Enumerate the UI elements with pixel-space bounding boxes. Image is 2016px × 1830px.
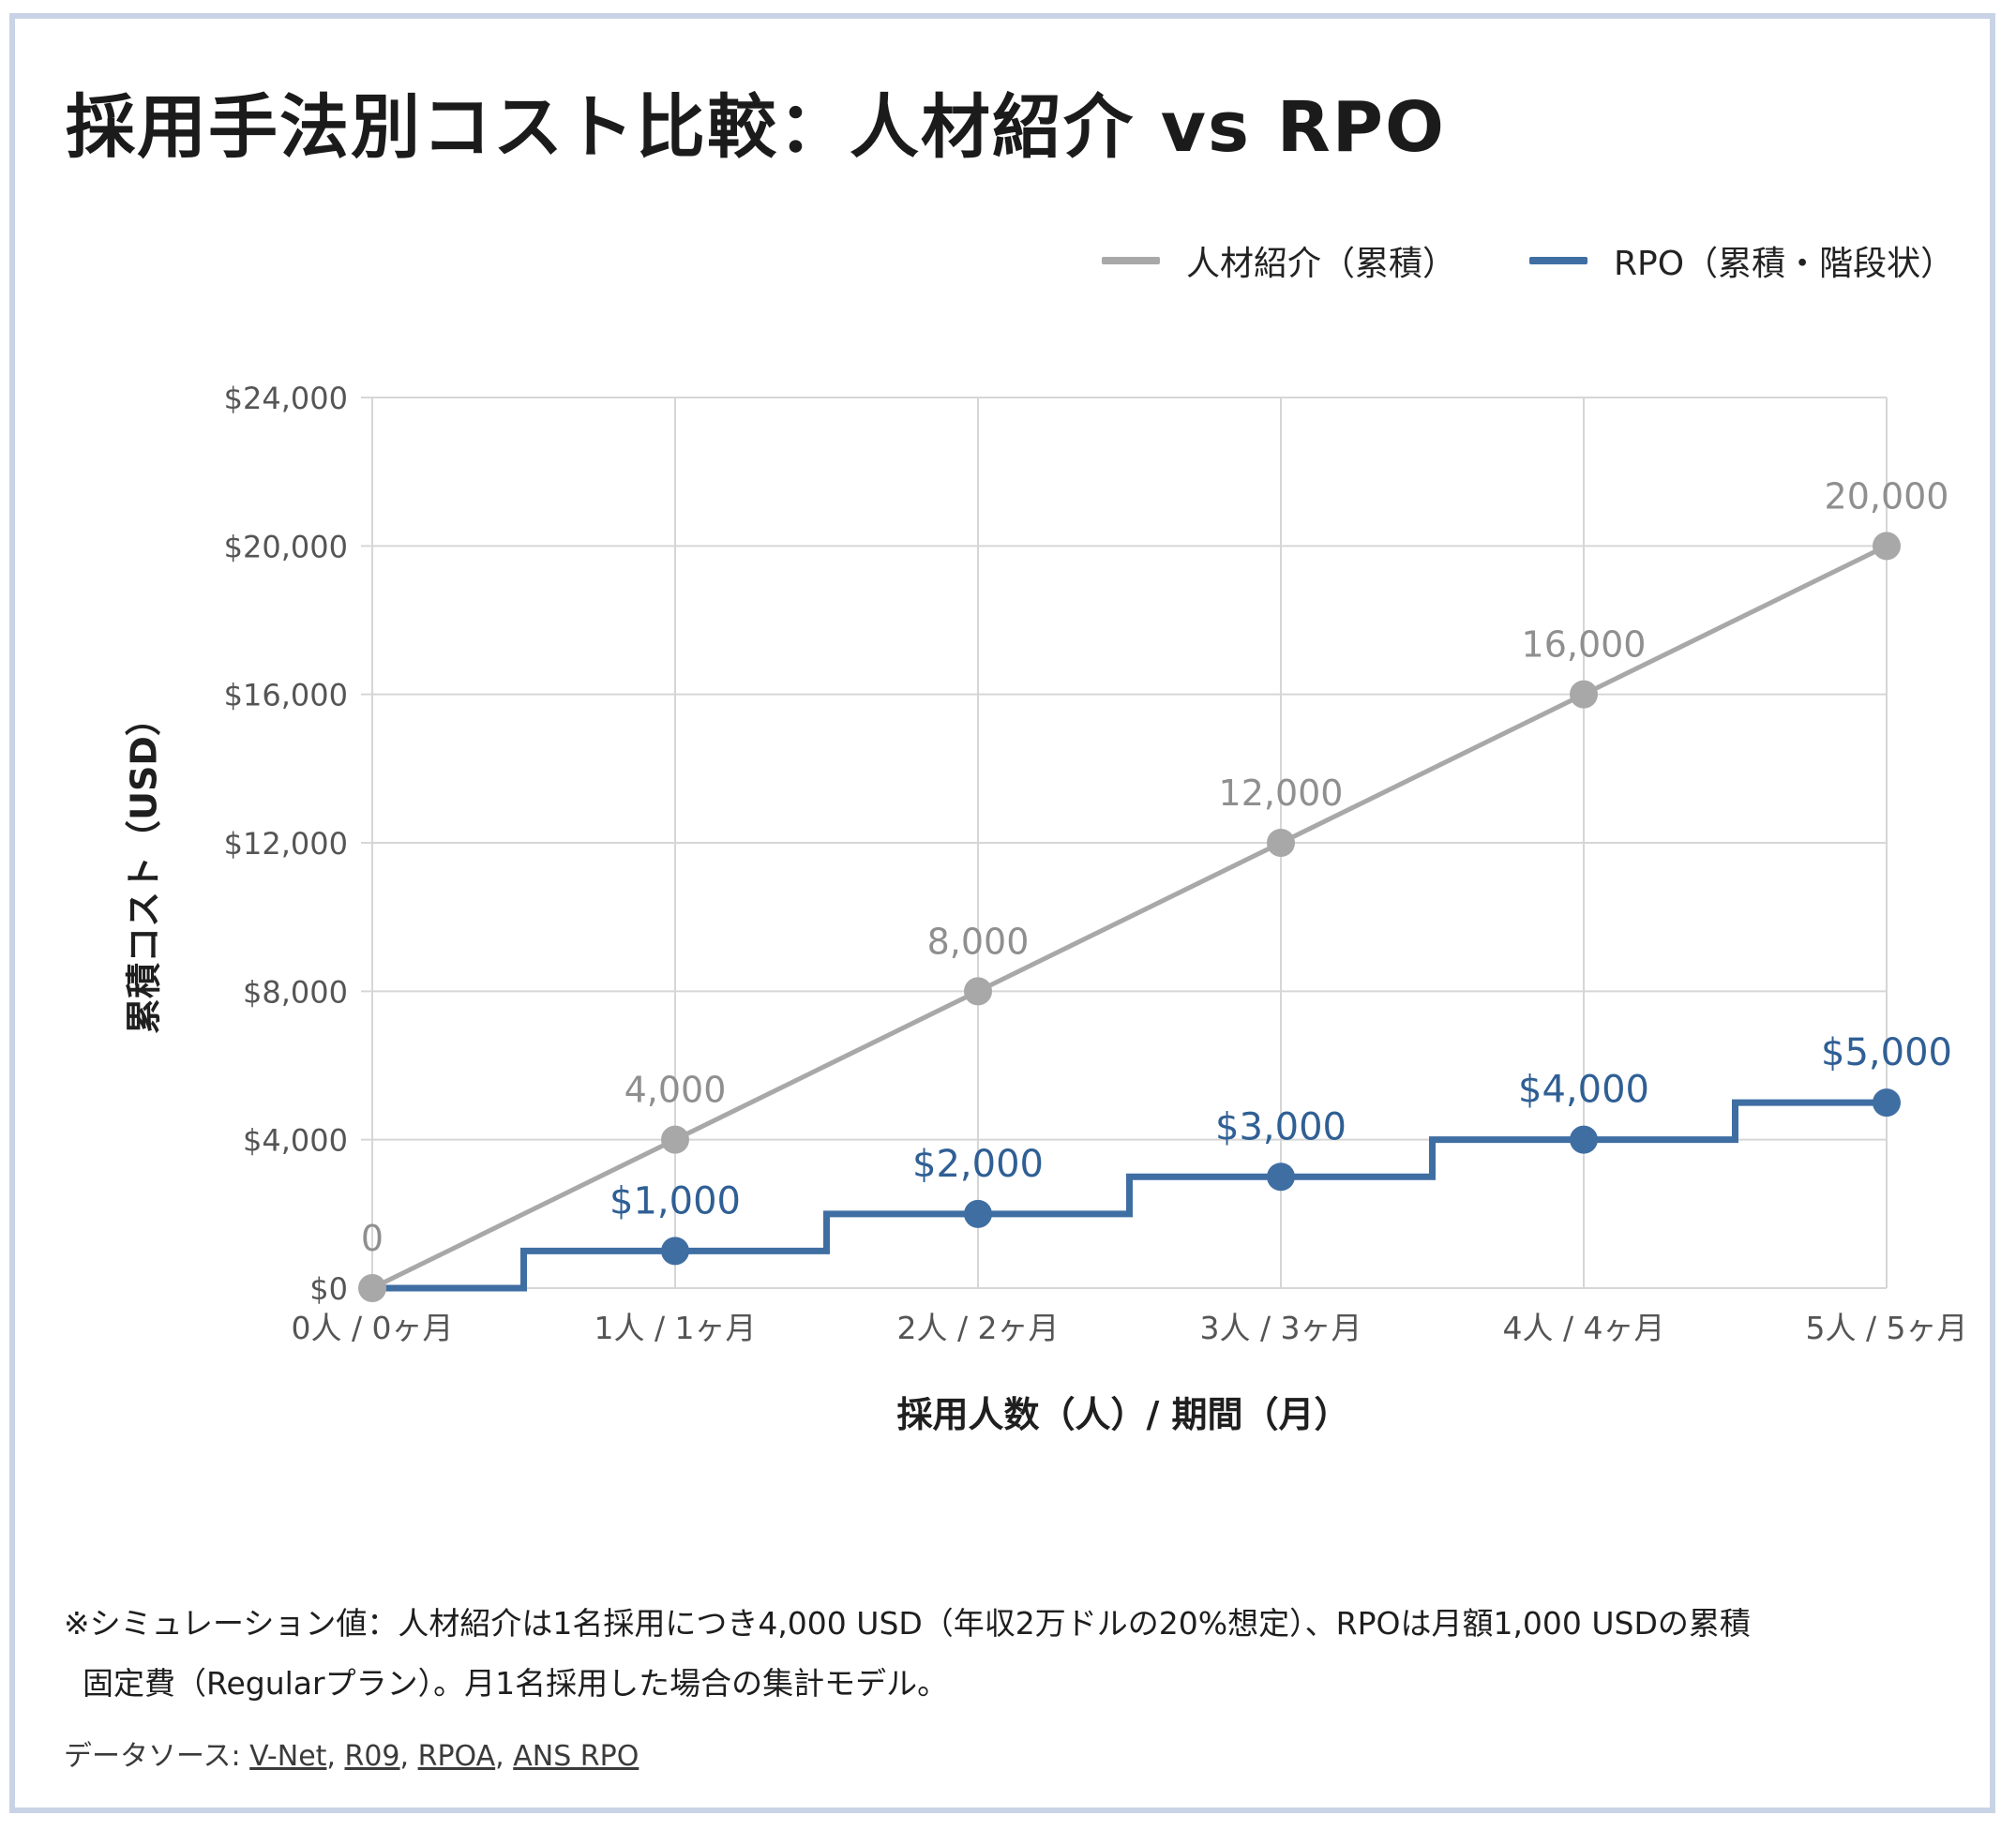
data-point-agency [1570,680,1598,709]
y-tick-label: $4,000 [243,1123,348,1159]
chart-card [9,13,1995,1813]
data-point-rpo [1267,1162,1295,1192]
x-tick-label: 3人 / 3ヶ月 [1199,1310,1362,1346]
data-point-agency [964,977,992,1006]
x-tick-label: 2人 / 2ヶ月 [896,1310,1059,1346]
y-tick-label: $12,000 [224,826,348,862]
data-label-rpo: $2,000 [912,1143,1044,1186]
legend: 人材紹介（累積） RPO（累積・階段状） [1102,236,1954,285]
legend-swatch-rpo [1529,257,1588,264]
y-tick-label: $8,000 [243,974,348,1010]
data-point-rpo [1873,1088,1901,1118]
y-tick-label: $0 [309,1271,348,1307]
x-tick-label: 1人 / 1ヶ月 [594,1310,756,1346]
footnote-line-2: 固定費（Regularプラン）。月1名採用した場合の集計モデル。 [83,1665,949,1702]
footnote: ※シミュレーション値：人材紹介は1名採用につき4,000 USD（年収2万ドルの… [64,1594,1939,1714]
x-tick-label: 0人 / 0ヶ月 [291,1310,453,1346]
data-label-agency: 8,000 [927,921,1030,962]
data-point-agency [1873,532,1901,561]
data-source: データソース: V-Net, R09, RPOA, ANS RPO [64,1740,639,1773]
data-source-prefix: データソース: [64,1740,250,1773]
source-link-ans-rpo[interactable]: ANS RPO [513,1740,639,1773]
data-label-agency: 12,000 [1219,772,1344,814]
x-axis-title: 採用人数（人）/ 期間（月） [896,1394,1350,1435]
y-tick-label: $16,000 [224,678,348,713]
x-tick-label: 4人 / 4ヶ月 [1502,1310,1664,1346]
data-point-agency [1267,829,1295,857]
chart-title: 採用手法別コスト比較：人材紹介 vs RPO [66,87,1446,168]
y-tick-label: $24,000 [224,381,348,416]
data-label-agency: 20,000 [1825,475,1949,517]
data-label-agency: 0 [361,1218,384,1259]
legend-item-agency: 人材紹介（累積） [1102,236,1456,285]
y-tick-label: $20,000 [224,529,348,564]
y-axis-title: 累積コスト（USD） [123,700,165,1034]
series-line-agency [370,544,1888,1291]
legend-swatch-agency [1102,257,1160,264]
data-point-rpo [661,1237,689,1266]
data-label-agency: 4,000 [624,1070,727,1111]
legend-item-rpo: RPO（累積・階段状） [1529,236,1954,285]
data-point-agency [358,1274,386,1302]
x-tick-label: 5人 / 5ヶ月 [1805,1310,1967,1346]
footnote-line-1: ※シミュレーション値：人材紹介は1名採用につき4,000 USD（年収2万ドルの… [64,1605,1751,1642]
data-point-rpo [964,1199,992,1228]
data-label-agency: 16,000 [1522,624,1647,666]
legend-label-rpo: RPO（累積・階段状） [1614,245,1955,283]
source-link-r09[interactable]: R09 [344,1740,400,1773]
data-label-rpo: $3,000 [1215,1105,1347,1148]
data-label-rpo: $4,000 [1518,1069,1649,1112]
data-label-rpo: $1,000 [609,1179,741,1222]
source-link-vnet[interactable]: V-Net [249,1740,327,1773]
data-label-rpo: $5,000 [1821,1031,1952,1074]
data-point-agency [661,1125,689,1154]
legend-label-agency: 人材紹介（累積） [1186,245,1457,283]
series-line-rpo [372,1099,1887,1292]
source-link-rpoa[interactable]: RPOA [417,1740,496,1773]
data-point-rpo [1570,1125,1598,1154]
